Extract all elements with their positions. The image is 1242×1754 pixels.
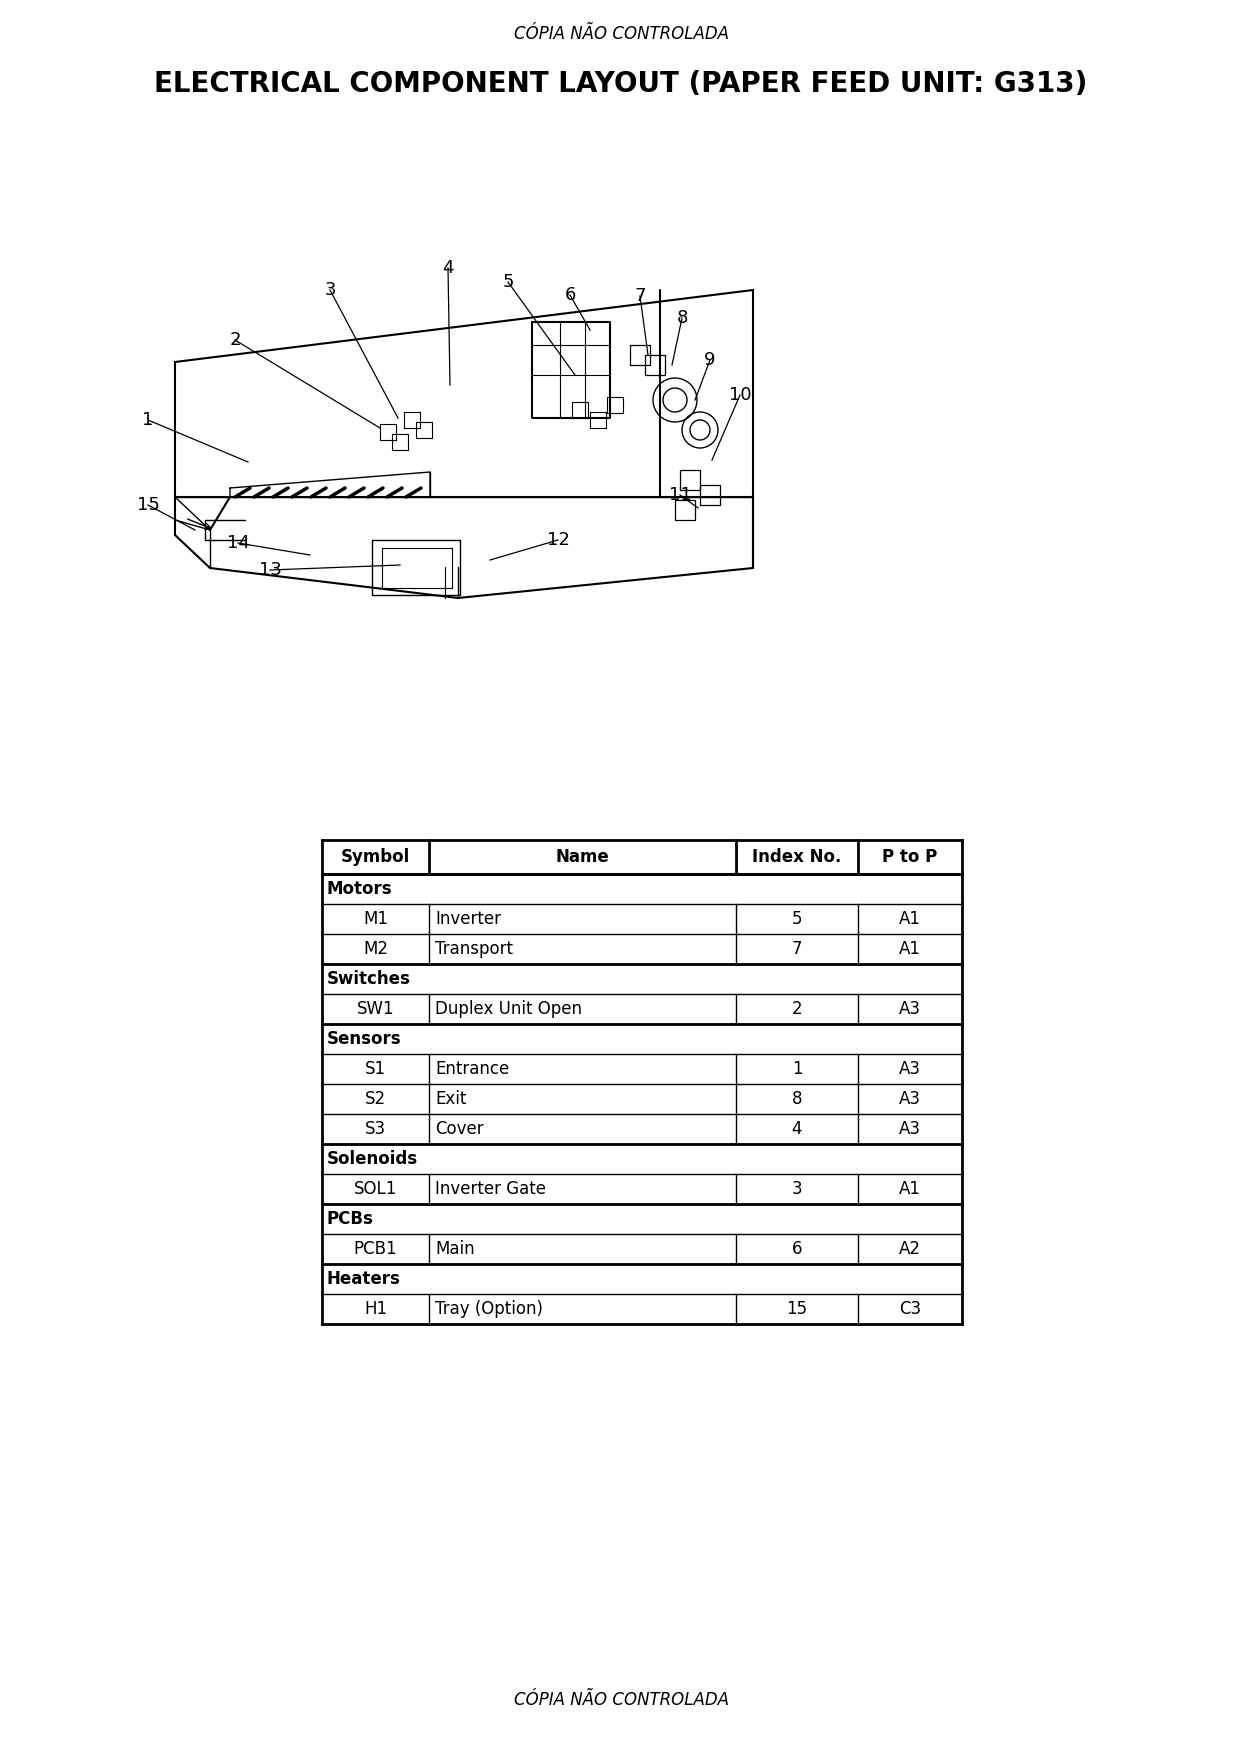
Text: 7: 7 (635, 288, 646, 305)
Text: 14: 14 (226, 533, 250, 553)
Text: SW1: SW1 (356, 1000, 394, 1017)
Text: CÓPIA NÃO CONTROLADA: CÓPIA NÃO CONTROLADA (513, 1691, 729, 1708)
Text: Tray (Option): Tray (Option) (435, 1300, 543, 1317)
Text: Index No.: Index No. (753, 847, 842, 866)
Text: M1: M1 (363, 910, 388, 928)
Text: M2: M2 (363, 940, 388, 958)
Text: A3: A3 (899, 1089, 922, 1109)
Text: A3: A3 (899, 1121, 922, 1138)
Text: A3: A3 (899, 1000, 922, 1017)
Text: 15: 15 (786, 1300, 807, 1317)
Text: 7: 7 (791, 940, 802, 958)
Text: SOL1: SOL1 (354, 1180, 397, 1198)
Text: 5: 5 (791, 910, 802, 928)
Text: Cover: Cover (435, 1121, 483, 1138)
Text: 5: 5 (502, 274, 514, 291)
Text: Duplex Unit Open: Duplex Unit Open (435, 1000, 582, 1017)
Text: 9: 9 (704, 351, 715, 368)
Text: 3: 3 (791, 1180, 802, 1198)
Text: H1: H1 (364, 1300, 388, 1317)
Text: Solenoids: Solenoids (327, 1151, 419, 1168)
Text: 2: 2 (230, 332, 241, 349)
Text: Transport: Transport (435, 940, 513, 958)
Text: Motors: Motors (327, 881, 392, 898)
Text: A1: A1 (899, 1180, 922, 1198)
Text: Switches: Switches (327, 970, 411, 988)
Text: 10: 10 (729, 386, 751, 403)
Text: 2: 2 (791, 1000, 802, 1017)
Text: ELECTRICAL COMPONENT LAYOUT (PAPER FEED UNIT: G313): ELECTRICAL COMPONENT LAYOUT (PAPER FEED … (154, 70, 1088, 98)
Text: 11: 11 (668, 486, 692, 503)
Text: Name: Name (555, 847, 610, 866)
Text: Inverter Gate: Inverter Gate (435, 1180, 546, 1198)
Text: Exit: Exit (435, 1089, 467, 1109)
Text: Entrance: Entrance (435, 1059, 509, 1079)
Text: 8: 8 (677, 309, 688, 326)
Text: 4: 4 (791, 1121, 802, 1138)
Text: Symbol: Symbol (340, 847, 410, 866)
Text: P to P: P to P (882, 847, 938, 866)
Text: S1: S1 (365, 1059, 386, 1079)
Text: A1: A1 (899, 940, 922, 958)
Text: Main: Main (435, 1240, 474, 1258)
Text: Heaters: Heaters (327, 1270, 401, 1287)
Text: 6: 6 (791, 1240, 802, 1258)
Text: A2: A2 (899, 1240, 922, 1258)
Text: A1: A1 (899, 910, 922, 928)
Text: 12: 12 (546, 531, 569, 549)
Text: S2: S2 (365, 1089, 386, 1109)
Text: A3: A3 (899, 1059, 922, 1079)
Text: 8: 8 (791, 1089, 802, 1109)
Text: S3: S3 (365, 1121, 386, 1138)
Text: 15: 15 (137, 496, 159, 514)
Text: 3: 3 (324, 281, 335, 298)
Text: 13: 13 (258, 561, 282, 579)
Text: CÓPIA NÃO CONTROLADA: CÓPIA NÃO CONTROLADA (513, 25, 729, 44)
Text: 1: 1 (143, 410, 154, 430)
Text: PCBs: PCBs (327, 1210, 374, 1228)
Text: 6: 6 (564, 286, 576, 303)
Text: PCB1: PCB1 (354, 1240, 397, 1258)
Text: 4: 4 (442, 260, 453, 277)
Text: Inverter: Inverter (435, 910, 501, 928)
Text: C3: C3 (899, 1300, 922, 1317)
Text: 1: 1 (791, 1059, 802, 1079)
Text: Sensors: Sensors (327, 1030, 401, 1047)
